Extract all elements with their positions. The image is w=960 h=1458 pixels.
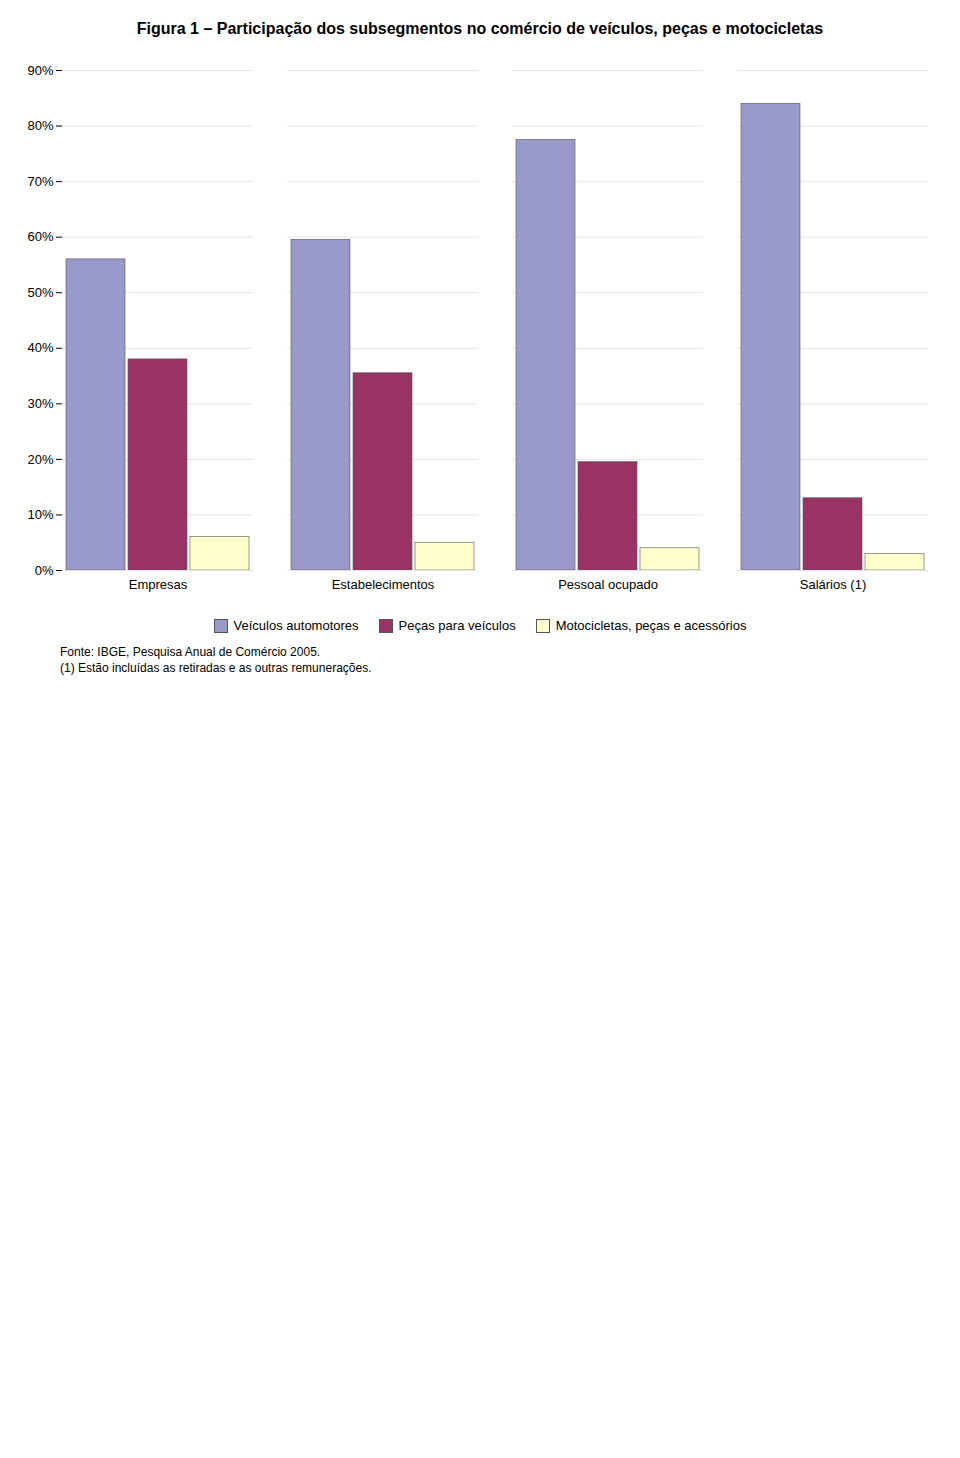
svg-text:Empresas: Empresas [129, 577, 188, 592]
svg-text:50%: 50% [27, 285, 53, 300]
svg-text:10%: 10% [27, 507, 53, 522]
html-text:Peças para veículos: Peças para veículos [398, 618, 516, 633]
html-text:(1) Estão incluídas as retirad: (1) Estão incluídas as retiradas e as ou… [60, 661, 372, 675]
svg-text:0%: 0% [35, 563, 54, 578]
svg-text:90%: 90% [27, 63, 53, 78]
svg-text:20%: 20% [27, 452, 53, 467]
svg-text:40%: 40% [27, 340, 53, 355]
svg-text:Pessoal ocupado: Pessoal ocupado [558, 577, 658, 592]
svg-text:Estabelecimentos: Estabelecimentos [332, 577, 435, 592]
html-text:Veículos automotores: Veículos automotores [233, 618, 359, 633]
svg-text:Salários (1): Salários (1) [800, 577, 866, 592]
svg-text:70%: 70% [27, 174, 53, 189]
html-text:Fonte: IBGE, Pesquisa Anual de: Fonte: IBGE, Pesquisa Anual de Comércio … [60, 645, 321, 659]
html-text:Motocicletas, peças e acessóri: Motocicletas, peças e acessórios [555, 618, 747, 633]
svg-text:60%: 60% [27, 229, 53, 244]
svg-text:30%: 30% [27, 396, 53, 411]
html-text:Figura 1 – Participação dos su: Figura 1 – Participação dos subsegmentos… [136, 20, 824, 37]
svg-text:80%: 80% [27, 118, 53, 133]
